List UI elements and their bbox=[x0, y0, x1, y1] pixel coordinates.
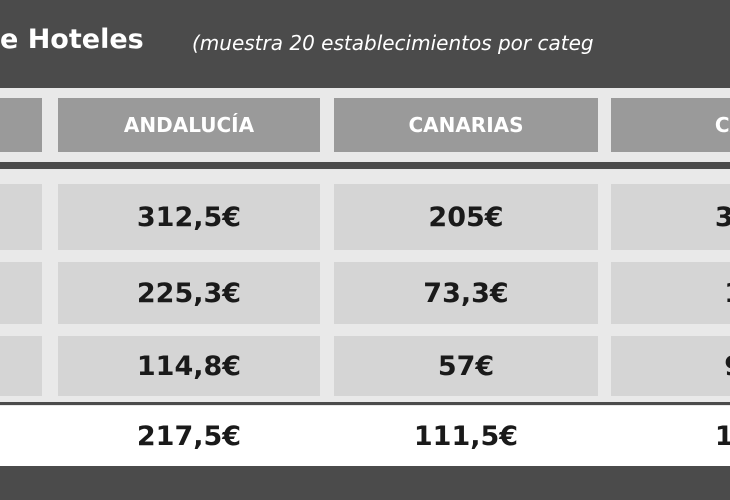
divider bbox=[0, 162, 730, 169]
data-cell: 359 bbox=[611, 184, 730, 250]
data-cell: 57€ bbox=[334, 336, 598, 396]
subtitle: (muestra 20 establecimientos por categ bbox=[192, 31, 594, 55]
data-cell: 12 bbox=[611, 262, 730, 324]
row-label-cell bbox=[0, 262, 42, 324]
row-label-cell bbox=[0, 336, 42, 396]
title-band bbox=[0, 0, 730, 88]
data-cell: 312,5€ bbox=[58, 184, 320, 250]
data-cell: 225,3€ bbox=[58, 262, 320, 324]
data-cell: 205€ bbox=[334, 184, 598, 250]
total-cell: 217,5€ bbox=[58, 406, 320, 466]
title: e Hoteles bbox=[0, 24, 144, 55]
bottom-band bbox=[0, 466, 730, 500]
data-cell: 73,3€ bbox=[334, 262, 598, 324]
header-cell bbox=[0, 98, 42, 152]
total-cell: 111,5€ bbox=[334, 406, 598, 466]
column-header: CANARIAS bbox=[334, 98, 598, 152]
row-label-cell bbox=[0, 184, 42, 250]
column-header: ANDALUCÍA bbox=[58, 98, 320, 152]
divider bbox=[0, 402, 730, 405]
column-header: CATA bbox=[611, 98, 730, 152]
total-cell: 191 bbox=[611, 406, 730, 466]
data-cell: 92 bbox=[611, 336, 730, 396]
data-cell: 114,8€ bbox=[58, 336, 320, 396]
